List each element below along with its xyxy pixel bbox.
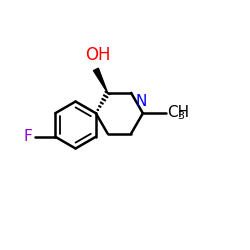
Text: CH: CH: [168, 105, 190, 120]
Text: 3: 3: [178, 111, 184, 121]
Polygon shape: [94, 68, 108, 93]
Text: N: N: [136, 94, 147, 109]
Text: OH: OH: [86, 46, 111, 64]
Text: F: F: [24, 129, 32, 144]
